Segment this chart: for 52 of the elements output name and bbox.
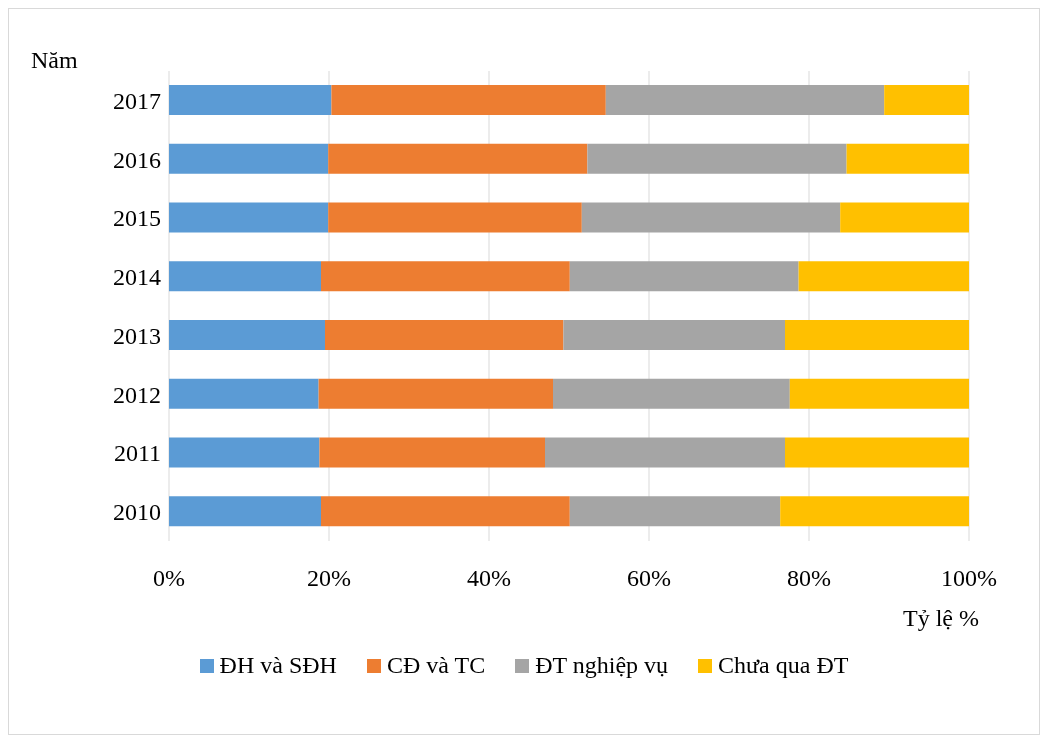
bar <box>605 85 885 115</box>
x-tick-label: 60% <box>627 565 671 592</box>
bar <box>884 85 969 115</box>
bar <box>563 320 785 350</box>
bar <box>785 320 969 350</box>
x-tick-label: 40% <box>467 565 511 592</box>
legend-label: ĐT nghiệp vụ <box>534 652 669 679</box>
bar <box>840 202 969 233</box>
bar <box>169 378 319 409</box>
bar <box>581 202 841 233</box>
bar <box>553 378 790 409</box>
bar <box>780 496 969 527</box>
x-tick-label: 20% <box>307 565 351 592</box>
x-tick-label: 100% <box>941 565 997 592</box>
bar <box>321 496 570 527</box>
y-tick-label: 2014 <box>113 264 161 291</box>
bar <box>789 378 969 409</box>
bar <box>169 320 325 350</box>
y-tick-label: 2010 <box>113 499 161 526</box>
bar <box>545 437 785 468</box>
bar <box>325 320 564 350</box>
bar <box>587 143 847 174</box>
x-axis-title: Tỷ lệ % <box>902 605 980 632</box>
bar <box>169 202 329 233</box>
bar <box>798 261 969 292</box>
y-tick-label: 2017 <box>113 87 161 114</box>
bar <box>569 496 781 527</box>
y-tick-label: 2011 <box>113 440 161 467</box>
bar <box>169 261 321 292</box>
bar <box>331 85 606 115</box>
bar <box>169 437 320 468</box>
bar <box>328 143 588 174</box>
y-tick-label: 2016 <box>113 146 161 173</box>
legend-label: Chưa qua ĐT <box>717 652 849 679</box>
bar <box>319 437 545 468</box>
bar <box>846 143 969 174</box>
bar <box>169 143 329 174</box>
x-tick-label: 80% <box>787 565 831 592</box>
y-tick-label: 2015 <box>113 205 161 232</box>
y-tick-label: 2012 <box>113 381 161 408</box>
bar <box>569 261 799 292</box>
bar <box>785 437 969 468</box>
legend-label: ĐH và SĐH <box>218 652 337 679</box>
y-axis-title: Năm <box>31 47 78 74</box>
bar <box>169 85 332 115</box>
bar <box>169 496 321 527</box>
y-tick-label: 2013 <box>113 322 161 349</box>
legend-label: CĐ và TC <box>385 652 486 679</box>
bar <box>321 261 570 292</box>
bar <box>328 202 582 233</box>
x-tick-label: 0% <box>153 565 185 592</box>
bar <box>318 378 553 409</box>
